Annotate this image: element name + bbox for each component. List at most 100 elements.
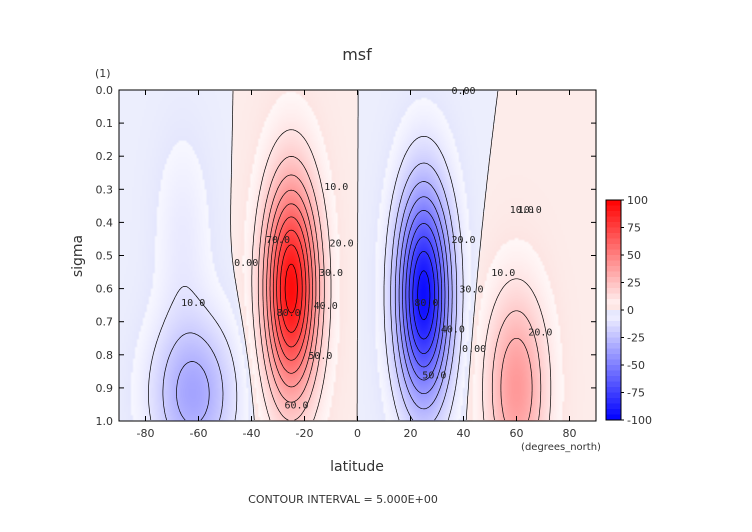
contour-label: 10.0 [491, 268, 515, 279]
contour-label: 50.0 [422, 371, 446, 382]
colorbar-swatch [606, 282, 621, 289]
colorbar-tick-label: -50 [627, 359, 645, 372]
colorbar-swatch [606, 365, 621, 371]
colorbar-swatch [606, 321, 621, 327]
colorbar-swatch [606, 249, 621, 256]
colorbar-swatch [606, 255, 621, 261]
colorbar-tick-label: 50 [627, 249, 641, 262]
contour-line [398, 196, 449, 395]
y-axis-title: sigma [70, 235, 86, 277]
contour-label: 80.0 [277, 308, 301, 319]
colorbar-swatch [606, 354, 621, 360]
colorbar-swatch [606, 337, 621, 344]
contour-label: 60.0 [285, 400, 309, 411]
y-tick-label: 0.5 [96, 250, 114, 263]
contour-label: 70.0 [266, 235, 290, 246]
contour-line [272, 216, 310, 361]
x-axis: -80 -60 -40 -20 0 20 40 60 80 [137, 90, 577, 440]
x-units: (degrees_north) [521, 442, 601, 453]
x-tick-label: -60 [190, 427, 208, 440]
contour-line [176, 181, 453, 421]
contour-line [251, 129, 552, 421]
colorbar-swatch [606, 370, 621, 377]
colorbar-swatch [606, 200, 621, 206]
contour-interval-note: CONTOUR INTERVAL = 5.000E+00 [248, 493, 438, 506]
colorbar: 100 75 50 25 0 -25 -50 -75 -100 [605, 194, 652, 427]
y-tick-label: 0.2 [96, 150, 114, 163]
contour-label: 0.00 [462, 344, 486, 355]
contour-line [162, 162, 458, 421]
contour-label: 30.0 [459, 285, 483, 296]
x-tick-label: -20 [296, 427, 314, 440]
contour-line [262, 174, 533, 421]
contour-line [402, 210, 446, 381]
colorbar-swatch [606, 326, 621, 333]
colorbar-swatch [606, 244, 621, 250]
contour-label: 10.0 [510, 205, 534, 216]
contour-line [230, 90, 499, 421]
colorbar-swatch [606, 205, 621, 212]
contour-label: 80.0 [414, 298, 438, 309]
colorbar-swatch [606, 359, 621, 366]
colorbar-swatch [606, 348, 621, 355]
colorbar-swatch [606, 332, 621, 338]
x-tick-label: 60 [510, 427, 524, 440]
y-tick-label: 0.4 [96, 216, 114, 229]
y-units: (1) [95, 67, 111, 80]
contour-line [417, 270, 431, 321]
contour-line [284, 263, 298, 314]
contour-label: 30.0 [319, 268, 343, 279]
contour-line [412, 250, 436, 340]
colorbar-swatch [606, 343, 621, 349]
y-tick-label: 0.9 [96, 382, 114, 395]
contour-label: 10.0 [324, 182, 348, 193]
contour-label: 10.0 [518, 205, 542, 216]
colorbar-tick-label: 100 [627, 194, 648, 207]
colorbar-tick-label: 25 [627, 277, 641, 290]
colorbar-tick-label: -25 [627, 332, 645, 345]
x-tick-label: 0 [354, 427, 361, 440]
colorbar-swatch [606, 304, 621, 311]
colorbar-swatch [606, 211, 621, 217]
contour-label: 40.0 [314, 301, 338, 312]
colorbar-swatch [606, 310, 621, 316]
contour-line [279, 244, 303, 333]
contour-layer [148, 90, 552, 421]
x-tick-label: -40 [243, 427, 261, 440]
colorbar-swatch [606, 398, 621, 404]
contour-line [276, 229, 307, 348]
colorbar-swatch [606, 293, 621, 300]
contour-line [269, 203, 313, 374]
colorbar-swatches [606, 200, 621, 421]
y-tick-label: 0.7 [96, 316, 114, 329]
colorbar-swatch [606, 387, 621, 393]
chart-title: msf [342, 45, 372, 64]
x-axis-title: latitude [330, 459, 384, 475]
contour-label: 20.0 [330, 238, 354, 249]
colorbar-swatch [606, 315, 621, 322]
colorbar-swatch [606, 288, 621, 294]
colorbar-swatch [606, 227, 621, 234]
colorbar-swatch [606, 271, 621, 278]
contour-label: 0.00 [234, 258, 258, 269]
colorbar-swatch [606, 403, 621, 410]
y-axis: 0.0 0.1 0.2 0.3 0.4 0.5 0.6 0.7 0.8 0.9 1.0 [96, 84, 596, 428]
y-tick-label: 0.1 [96, 117, 114, 130]
colorbar-tick-label: -100 [627, 414, 652, 427]
contour-label: 10.0 [181, 298, 205, 309]
colorbar-swatch [606, 277, 621, 283]
contour-line [266, 189, 317, 388]
y-tick-label: 1.0 [96, 415, 114, 428]
colorbar-swatch [606, 414, 621, 421]
contour-line [148, 135, 464, 421]
contour-line [257, 156, 542, 421]
colorbar-swatch [606, 392, 621, 399]
colorbar-swatch [606, 238, 621, 245]
y-tick-label: 0.6 [96, 283, 114, 296]
colorbar-tick-label: 75 [627, 222, 641, 235]
contour-label: 20.0 [451, 235, 475, 246]
x-tick-label: 20 [404, 427, 418, 440]
colorbar-swatch [606, 409, 621, 415]
colorbar-swatch [606, 376, 621, 382]
